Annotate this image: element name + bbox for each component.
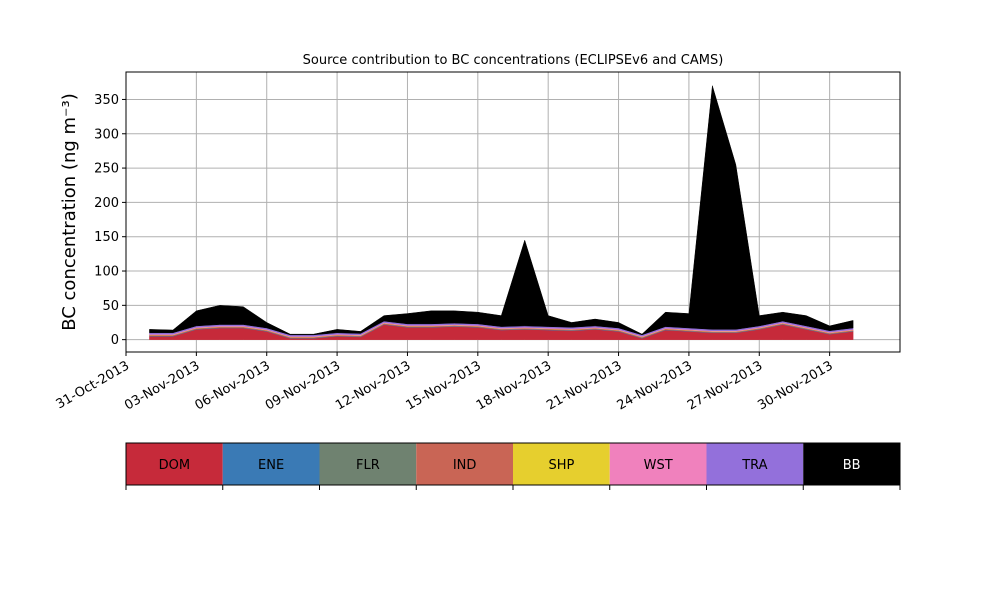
- plot-area: 0 50 100 150 200 250 300 350 31-Oct-201303-Nov-2…: [54, 72, 900, 413]
- x-tick-label: 15-Nov-2013: [404, 358, 484, 413]
- legend-label: FLR: [356, 458, 380, 473]
- y-tick-label: 200: [94, 196, 119, 211]
- x-tick-label: 24-Nov-2013: [615, 358, 695, 413]
- legend-label: DOM: [159, 458, 190, 473]
- legend-swatch: [609, 443, 707, 485]
- legend-swatch: [803, 443, 900, 485]
- x-tick-label: 31-Oct-2013: [54, 358, 132, 412]
- legend-label: ENE: [258, 458, 284, 473]
- legend-swatch: [126, 443, 223, 485]
- legend-label: BB: [843, 458, 861, 473]
- area: [149, 85, 854, 336]
- chart-title: Source contribution to BC concentrations…: [303, 53, 724, 68]
- y-tick-label: 150: [94, 230, 119, 245]
- x-tick-label: 03-Nov-2013: [122, 358, 202, 413]
- legend: DOM ENE FLR IND SHP WST TRA BB: [125, 442, 901, 490]
- y-tick-label: 50: [102, 299, 119, 314]
- x-tick-label: 30-Nov-2013: [755, 358, 835, 413]
- legend-label: WST: [644, 458, 673, 473]
- y-tick-label: 250: [94, 162, 119, 177]
- x-tick-label: 27-Nov-2013: [685, 358, 765, 413]
- y-axis-label: BC concentration (ng m⁻³): [59, 93, 80, 331]
- y-tick-label: 0: [111, 333, 119, 348]
- x-tick-label: 18-Nov-2013: [474, 358, 554, 413]
- legend-swatch: [319, 443, 417, 485]
- x-tick-label: 12-Nov-2013: [333, 358, 413, 413]
- y-tick-label: 100: [94, 265, 119, 280]
- plot-frame: [125, 71, 901, 353]
- legend-swatch: [513, 443, 610, 485]
- legend-label: SHP: [548, 458, 574, 473]
- legend-swatch: [222, 443, 320, 485]
- x-tick-label: 21-Nov-2013: [544, 358, 624, 413]
- x-tick-label: 09-Nov-2013: [263, 358, 343, 413]
- x-tick-label: 06-Nov-2013: [192, 358, 272, 413]
- legend-label: TRA: [741, 458, 767, 473]
- legend-swatch: [416, 443, 513, 485]
- y-tick-label: 350: [94, 93, 119, 108]
- legend-swatch: [706, 443, 804, 485]
- y-tick-label: 300: [94, 127, 119, 142]
- legend-label: IND: [453, 458, 477, 473]
